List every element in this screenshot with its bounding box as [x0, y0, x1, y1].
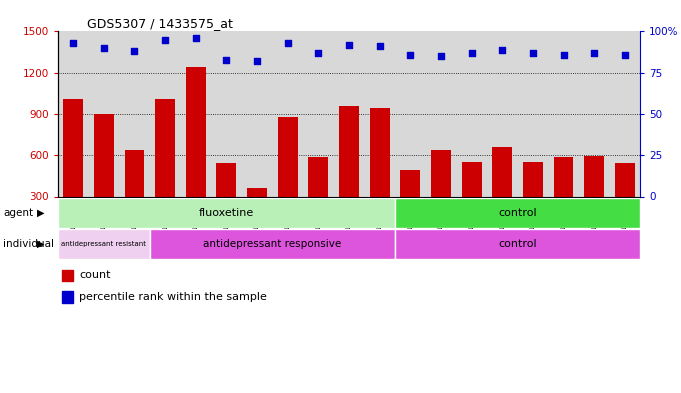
Point: [558, 51, 569, 58]
Point: [405, 51, 415, 58]
Text: control: control: [498, 208, 537, 218]
Bar: [308, 156, 328, 238]
Bar: [339, 106, 359, 238]
Bar: [58, 229, 150, 259]
Point: [528, 50, 539, 56]
Point: [159, 37, 170, 43]
Bar: [155, 99, 175, 238]
Bar: [431, 150, 451, 238]
Text: antidepressant responsive: antidepressant responsive: [203, 239, 342, 249]
Bar: [400, 171, 420, 238]
Bar: [186, 67, 206, 238]
Point: [466, 50, 477, 56]
Text: control: control: [498, 239, 537, 249]
Point: [620, 51, 631, 58]
Text: GDS5307 / 1433575_at: GDS5307 / 1433575_at: [87, 17, 233, 30]
Bar: [554, 156, 573, 238]
Point: [129, 48, 140, 54]
Bar: [462, 162, 481, 238]
Bar: [94, 114, 114, 238]
Bar: [615, 163, 635, 238]
Point: [313, 50, 324, 56]
Text: percentile rank within the sample: percentile rank within the sample: [79, 292, 267, 302]
Bar: [125, 150, 144, 238]
Point: [98, 45, 109, 51]
Text: fluoxetine: fluoxetine: [199, 208, 254, 218]
Point: [191, 35, 202, 41]
Text: count: count: [79, 270, 111, 281]
Bar: [63, 270, 74, 281]
Bar: [395, 198, 640, 228]
Point: [344, 42, 355, 48]
Bar: [584, 156, 604, 238]
Bar: [247, 188, 267, 238]
Text: antidepressant resistant: antidepressant resistant: [61, 241, 146, 247]
Bar: [523, 162, 543, 238]
Bar: [63, 291, 74, 303]
Bar: [58, 198, 395, 228]
Point: [496, 46, 507, 53]
Point: [282, 40, 293, 46]
Bar: [63, 99, 83, 238]
Text: ▶: ▶: [37, 239, 45, 249]
Bar: [150, 229, 395, 259]
Point: [68, 40, 79, 46]
Bar: [395, 229, 640, 259]
Text: individual: individual: [3, 239, 54, 249]
Point: [251, 58, 262, 64]
Point: [375, 43, 385, 50]
Point: [221, 56, 232, 62]
Point: [588, 50, 599, 56]
Point: [436, 53, 447, 59]
Bar: [492, 147, 512, 238]
Text: ▶: ▶: [37, 208, 45, 218]
Text: agent: agent: [3, 208, 33, 218]
Bar: [217, 163, 236, 238]
Bar: [278, 117, 298, 238]
Bar: [370, 108, 390, 238]
